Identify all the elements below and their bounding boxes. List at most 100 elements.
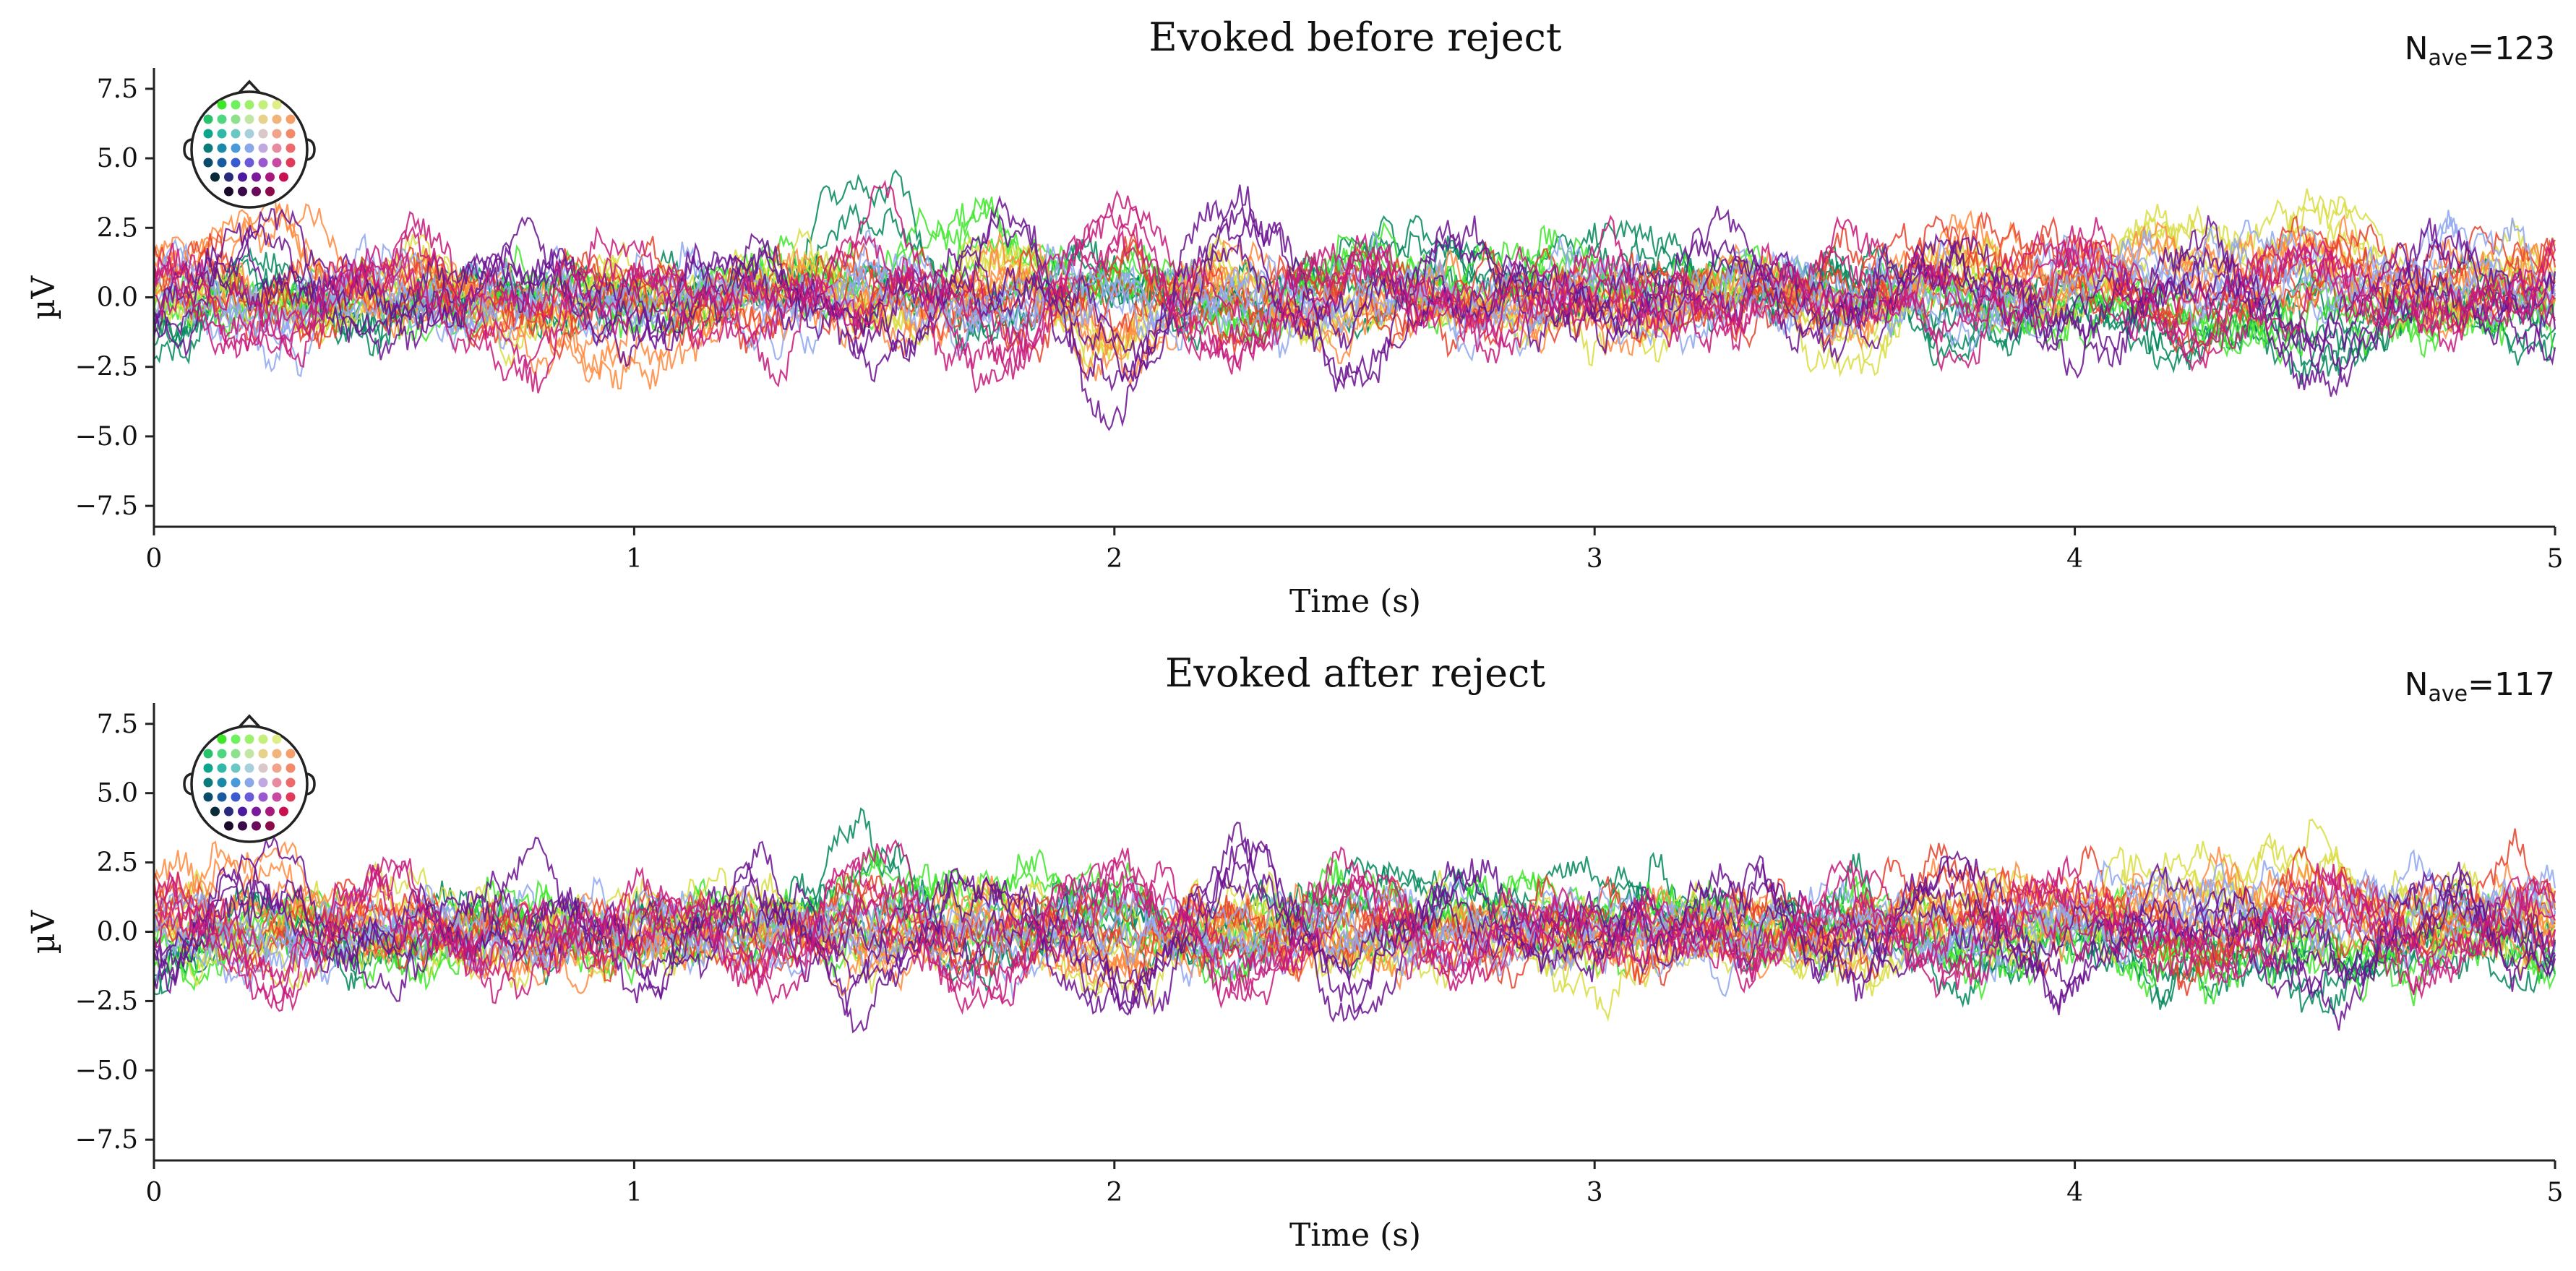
- nave-annotation: Nave=123: [2405, 30, 2555, 71]
- sensor-dot: [279, 172, 288, 182]
- sensor-dot: [224, 186, 233, 197]
- plot-area: −7.5 −5.0 −2.5 0.0 2.5 5.0 7.5 0 1 2 3 4 5: [75, 703, 2563, 1207]
- channel-trace: [153, 204, 2556, 397]
- sensor-dot: [265, 186, 275, 197]
- x-tick-label: 2: [1106, 544, 1122, 574]
- sensor-dot: [285, 158, 296, 168]
- x-ticks: 0 1 2 3 4 5: [146, 527, 2564, 574]
- sensor-dot: [210, 806, 220, 817]
- series-layer: [153, 169, 2556, 431]
- nose-mark: [238, 79, 261, 94]
- series-trace-group: [153, 179, 2556, 394]
- y-tick-label: −7.5: [75, 1125, 138, 1155]
- sensor-dot: [244, 114, 254, 124]
- sensor-dot: [285, 129, 296, 139]
- sensor-dot: [258, 749, 268, 759]
- y-tick-label: −2.5: [75, 986, 138, 1016]
- sensor-dot: [258, 158, 268, 168]
- channel-trace: [153, 179, 2556, 394]
- channel-trace: [153, 845, 2556, 1009]
- sensor-dot: [217, 763, 227, 773]
- sensor-dot: [217, 777, 227, 788]
- x-tick-label: 4: [2066, 544, 2083, 574]
- sensor-dot: [238, 821, 247, 831]
- y-tick-label: 7.5: [97, 710, 138, 739]
- sensor-dot: [252, 172, 261, 182]
- y-tick-label: 2.5: [97, 213, 138, 243]
- x-tick-label: 5: [2547, 544, 2564, 574]
- x-axis-label: Time (s): [1289, 583, 1421, 620]
- sensor-dot: [258, 114, 268, 124]
- sensor-dot: [238, 172, 247, 182]
- sensor-dot: [203, 749, 213, 759]
- y-tick-label: −5.0: [75, 422, 138, 452]
- x-tick-label: 1: [626, 544, 643, 574]
- sensor-dot: [272, 143, 282, 153]
- sensor-dot: [244, 100, 254, 110]
- evoked-after-reject-panel: Evoked after reject Nave=117 −7.5 −5.0 −2.…: [25, 650, 2563, 1254]
- sensor-dot: [224, 821, 233, 831]
- sensor-dot: [217, 792, 227, 802]
- sensor-dot: [217, 734, 227, 744]
- evoked-before-reject-panel: Evoked before reject Nave=123 −7.5 −5.0 −2…: [25, 14, 2563, 620]
- sensor-dot: [244, 158, 254, 168]
- x-tick-label: 4: [2066, 1178, 2083, 1207]
- sensor-dot: [272, 792, 282, 802]
- sensor-dot: [203, 158, 213, 168]
- nose-mark: [238, 714, 261, 728]
- sensor-dot: [244, 734, 254, 744]
- sensor-dot: [258, 100, 268, 110]
- sensor-dot: [265, 821, 275, 831]
- sensor-dot: [231, 100, 241, 110]
- sensor-dot: [244, 749, 254, 759]
- sensor-dot: [244, 763, 254, 773]
- channel-trace: [153, 822, 2556, 1031]
- y-axis-label: µV: [25, 275, 62, 320]
- x-tick-label: 3: [1587, 1178, 1603, 1207]
- x-tick-label: 1: [626, 1178, 643, 1207]
- sensor-dot: [217, 749, 227, 759]
- right-ear-mark: [306, 138, 316, 161]
- channel-trace: [153, 835, 2556, 1014]
- channel-trace: [153, 210, 2556, 394]
- series-layer: [153, 807, 2556, 1034]
- sensor-dot: [244, 143, 254, 153]
- sensor-dot: [272, 749, 282, 759]
- sensor-dot: [217, 100, 227, 110]
- sensor-dot: [258, 777, 268, 788]
- sensor-layout-inset: [183, 79, 316, 209]
- sensor-dot: [231, 129, 241, 139]
- x-tick-label: 0: [146, 544, 163, 574]
- channel-trace: [153, 838, 2556, 1016]
- sensor-dot: [285, 763, 296, 773]
- y-tick-label: −7.5: [75, 491, 138, 521]
- x-tick-label: 0: [146, 1178, 163, 1207]
- channel-trace: [153, 839, 2556, 1015]
- sensor-dot: [203, 763, 213, 773]
- series-trace-group: [153, 839, 2556, 1015]
- sensor-dot: [224, 806, 233, 817]
- sensor-dot: [210, 172, 220, 182]
- sensor-dot: [252, 186, 261, 197]
- y-tick-label: 5.0: [97, 144, 138, 173]
- y-tick-label: 5.0: [97, 779, 138, 809]
- y-tick-label: 7.5: [97, 74, 138, 104]
- sensor-dot: [203, 114, 213, 124]
- right-ear-mark: [306, 772, 316, 796]
- y-tick-label: 2.5: [97, 848, 138, 878]
- sensor-dot: [272, 100, 282, 110]
- sensor-dot: [252, 806, 261, 817]
- sensor-dot: [285, 777, 296, 788]
- y-ticks: −7.5 −5.0 −2.5 0.0 2.5 5.0 7.5: [75, 710, 154, 1155]
- plot-area: −7.5 −5.0 −2.5 0.0 2.5 5.0 7.5 0 1 2 3 4 5: [75, 68, 2564, 574]
- y-ticks: −7.5 −5.0 −2.5 0.0 2.5 5.0 7.5: [75, 74, 154, 521]
- sensor-dot: [272, 763, 282, 773]
- y-axis-label: µV: [25, 910, 62, 955]
- sensor-dot: [272, 158, 282, 168]
- sensor-dot: [231, 114, 241, 124]
- sensor-dot: [285, 143, 296, 153]
- sensor-dot: [224, 172, 233, 182]
- sensor-dot: [203, 143, 213, 153]
